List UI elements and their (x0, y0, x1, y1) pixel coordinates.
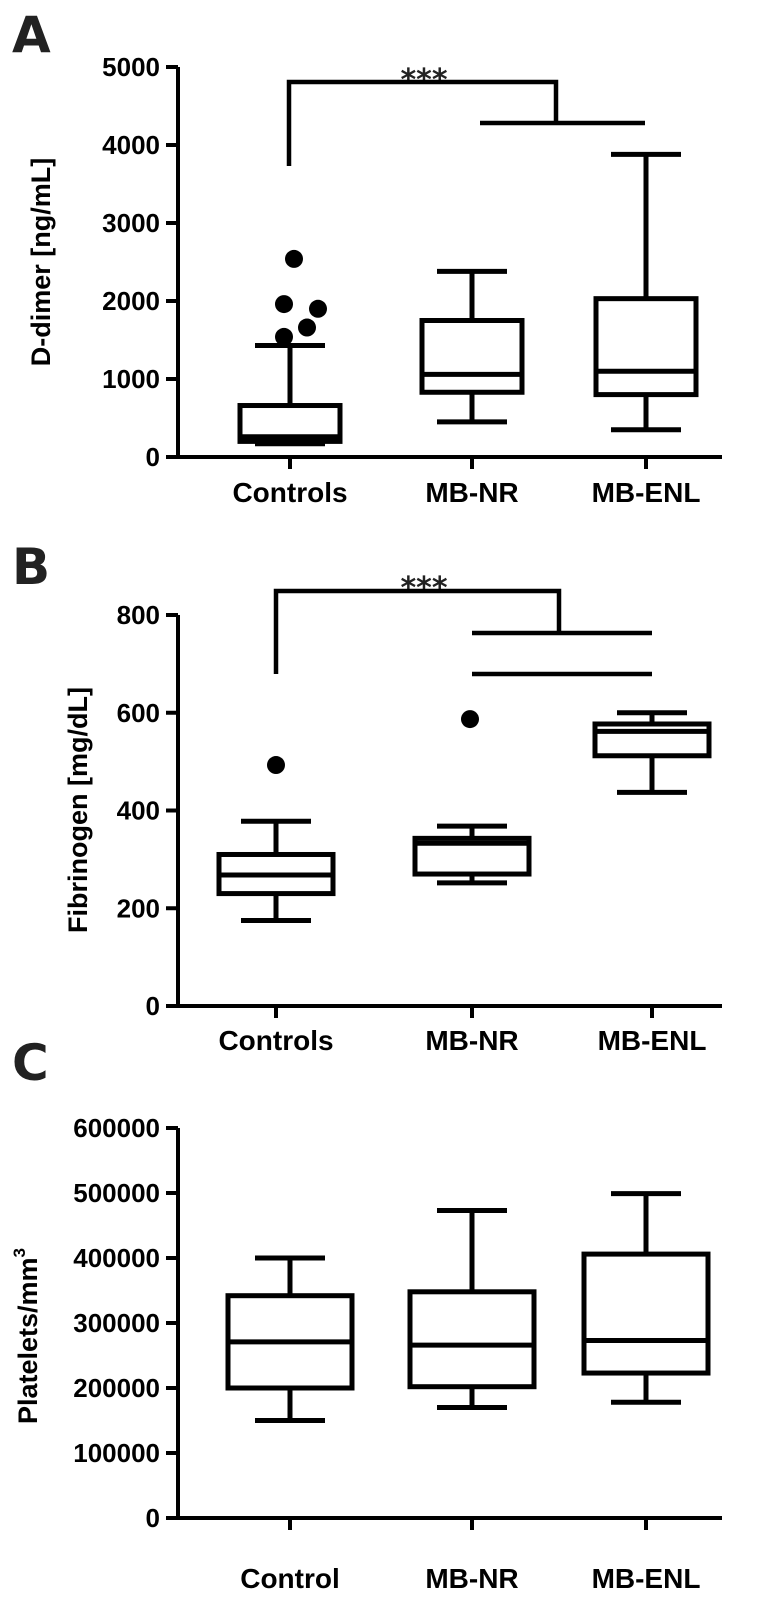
interquartile-box (592, 721, 712, 759)
x-tick-label-c: MB-NR (425, 1563, 518, 1594)
y-axis-title-c: Platelets/mm3 (10, 1248, 43, 1424)
interquartile-box (581, 1251, 711, 1376)
x-tick-label-c: Control (240, 1563, 340, 1594)
box-a-3 (593, 151, 699, 433)
panel-letter-a: A (12, 6, 51, 64)
panel-letter-c: C (12, 1034, 49, 1092)
y-tick-label-b: 600 (117, 698, 160, 728)
outlier-point-a (309, 299, 327, 318)
significance-label-b: *** (400, 571, 447, 606)
y-tick-label-b: 0 (146, 991, 160, 1021)
x-tick-label-a: MB-NR (425, 477, 518, 508)
y-tick-label-a: 5000 (102, 52, 160, 82)
x-tick-label-b: Controls (218, 1025, 333, 1056)
interquartile-box (237, 403, 343, 444)
y-tick-label-a: 3000 (102, 208, 160, 238)
panel-letter-b: B (12, 538, 50, 596)
x-tick-label-b: MB-NR (425, 1025, 518, 1056)
y-axis-title-c-main: Platelets/mm (13, 1257, 43, 1424)
interquartile-box (419, 318, 525, 395)
y-tick-label-c: 600000 (73, 1113, 160, 1143)
outlier-point-a (285, 249, 303, 268)
y-tick-label-c: 500000 (73, 1178, 160, 1208)
significance-bracket-a (286, 79, 645, 166)
box-b-2 (412, 823, 532, 886)
y-tick-label-c: 200000 (73, 1373, 160, 1403)
outlier-point-a (275, 327, 293, 346)
box-c-3 (581, 1191, 711, 1405)
outlier-point-a (298, 318, 316, 337)
significance-bracket-b (273, 588, 652, 677)
y-tick-label-b: 400 (117, 796, 160, 826)
y-tick-label-c: 300000 (73, 1308, 160, 1338)
x-tick-label-a: MB-ENL (592, 477, 701, 508)
box-plot-panel-c: 0 100000 200000 300000 400000 500000 600000 Con… (73, 1113, 722, 1594)
outlier-point-b (267, 756, 285, 775)
y-tick-label-a: 0 (146, 442, 160, 472)
box-plot-panel-b: 0 200 400 600 800 Controls MB-NR MB-ENL (117, 600, 722, 1056)
outlier-point-b (461, 710, 479, 729)
box-a-2 (419, 268, 525, 425)
y-tick-label-c: 100000 (73, 1438, 160, 1468)
box-plot-panel-a: 0 1000 2000 3000 4000 5000 Controls MB-NR MB-ENL (102, 52, 722, 508)
y-tick-label-c: 0 (146, 1503, 160, 1533)
x-tick-label-a: Controls (232, 477, 347, 508)
interquartile-box (593, 296, 699, 398)
y-axis-title-c-superscript: 3 (10, 1248, 29, 1257)
y-tick-label-b: 800 (117, 600, 160, 630)
y-tick-label-a: 2000 (102, 286, 160, 316)
y-axis-title-a: D-dimer [ng/mL] (26, 158, 56, 367)
y-tick-label-a: 1000 (102, 364, 160, 394)
box-b-3 (592, 710, 712, 795)
y-tick-label-c: 400000 (73, 1243, 160, 1273)
x-tick-label-c: MB-ENL (592, 1563, 701, 1594)
box-a-1 (237, 342, 343, 447)
box-c-1 (225, 1255, 355, 1423)
y-tick-label-a: 4000 (102, 130, 160, 160)
y-tick-label-b: 200 (117, 893, 160, 923)
x-tick-label-b: MB-ENL (598, 1025, 707, 1056)
outlier-point-a (275, 295, 293, 314)
interquartile-box (407, 1289, 537, 1390)
interquartile-box (412, 835, 532, 877)
box-b-1 (216, 818, 336, 923)
box-c-2 (407, 1208, 537, 1410)
y-axis-title-b: Fibrinogen [mg/dL] (63, 687, 93, 933)
